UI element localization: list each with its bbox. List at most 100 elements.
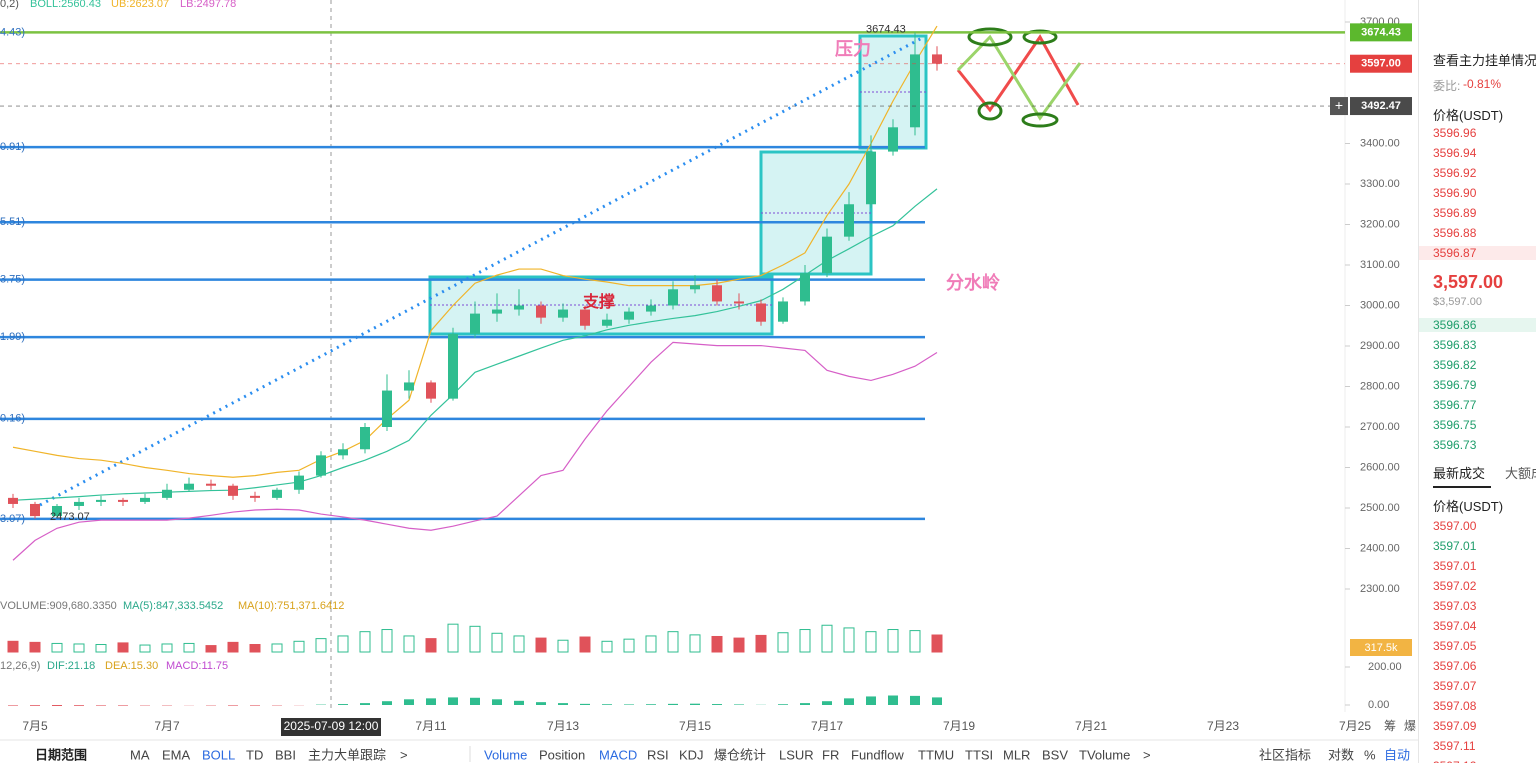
toolbar-item[interactable]: TTMU	[918, 747, 954, 762]
depth-link[interactable]: 查看主力挂单情况	[1433, 53, 1536, 68]
ask-price[interactable]: 3596.92	[1433, 166, 1477, 180]
volume-header: VOLUME:909,680.3350	[0, 600, 117, 612]
toolbar-item[interactable]: 主力大单跟踪	[308, 747, 386, 762]
toolbar-item[interactable]: 对数	[1328, 747, 1354, 762]
macd-value: MACD:11.75	[166, 660, 228, 672]
x-tick-label: 7月23	[1207, 719, 1239, 733]
macd-bar	[844, 698, 854, 705]
price-tag	[1350, 23, 1412, 42]
candle-body	[74, 501, 84, 506]
toolbar-item[interactable]: MACD	[599, 747, 637, 762]
toolbar-item[interactable]: TTSI	[965, 747, 993, 762]
x-tick-label: 7月13	[547, 719, 579, 733]
toolbar-item[interactable]: 日期范围	[35, 747, 87, 762]
toolbar-item[interactable]: LSUR	[779, 747, 814, 762]
volume-bar	[931, 634, 943, 653]
toolbar-item[interactable]: %	[1364, 747, 1376, 762]
trade-price: 3597.03	[1433, 599, 1477, 613]
macd-bar	[778, 704, 788, 705]
boll-value: BOLL:2560.43	[30, 0, 101, 10]
volume-bar	[161, 643, 173, 653]
ask-price[interactable]: 3596.87	[1419, 246, 1536, 260]
ask-price[interactable]: 3596.90	[1433, 186, 1477, 200]
macd-bar	[558, 703, 568, 705]
toolbar-item[interactable]: BSV	[1042, 747, 1068, 762]
toolbar-item[interactable]: >	[1143, 747, 1151, 762]
y-tick-label: 2800.00	[1360, 380, 1400, 392]
toolbar-item[interactable]: 爆仓统计	[714, 747, 766, 762]
macd-bar	[448, 697, 458, 705]
toolbar-item[interactable]: FR	[822, 747, 839, 762]
y-tick-label: 3300.00	[1360, 178, 1400, 190]
ask-price[interactable]: 3596.96	[1433, 126, 1477, 140]
toolbar-item[interactable]: BOLL	[202, 747, 235, 762]
bid-price[interactable]: 3596.75	[1433, 418, 1477, 432]
volume-bar	[381, 629, 393, 653]
y-tick-label: 3000.00	[1360, 299, 1400, 311]
ask-price[interactable]: 3596.94	[1433, 146, 1477, 160]
volume-bar	[689, 634, 701, 653]
ask-price[interactable]: 3596.89	[1433, 206, 1477, 220]
volume-bar	[249, 644, 261, 653]
volume-bar	[491, 632, 503, 653]
last-price: 3,597.00	[1433, 272, 1504, 292]
macd-bar	[624, 704, 634, 705]
macd-bar	[250, 705, 260, 706]
bid-price[interactable]: 3596.82	[1433, 358, 1477, 372]
annotation: 支撑	[582, 292, 615, 311]
bid-price[interactable]: 3596.86	[1419, 318, 1536, 332]
volume-bar	[557, 639, 569, 653]
fib-label: 1.99)	[0, 331, 25, 343]
volume-bar	[447, 623, 459, 653]
macd-bar	[426, 698, 436, 705]
tab[interactable]: 最新成交	[1433, 466, 1486, 481]
tab[interactable]: 大额成交	[1505, 466, 1536, 481]
toolbar-item[interactable]: 社区指标	[1259, 747, 1311, 762]
tab-underline	[1433, 486, 1491, 488]
candle-body	[514, 305, 524, 310]
macd-bar	[470, 697, 480, 705]
volume-bar	[425, 638, 437, 653]
toolbar-item[interactable]: Position	[539, 747, 585, 762]
toolbar-item[interactable]: BBI	[275, 747, 296, 762]
toolbar-item[interactable]: TVolume	[1079, 747, 1130, 762]
toolbar-item[interactable]: Volume	[484, 747, 527, 762]
toolbar-item[interactable]: EMA	[162, 747, 191, 762]
bid-price[interactable]: 3596.77	[1433, 398, 1477, 412]
toolbar-item[interactable]: RSI	[647, 747, 669, 762]
indicator-params: 0,2)	[0, 0, 19, 10]
toolbar-item[interactable]: Fundflow	[851, 747, 904, 762]
volume-bar	[469, 625, 481, 653]
candle-body	[162, 489, 172, 498]
bid-price[interactable]: 3596.79	[1433, 378, 1477, 392]
macd-bar	[800, 703, 810, 705]
candle-body	[184, 483, 194, 490]
macd-bar	[580, 703, 590, 705]
toolbar-item[interactable]: KDJ	[679, 747, 704, 762]
x-tick-label: 7月7	[154, 719, 180, 733]
volume-bar	[865, 631, 877, 653]
toolbar-item[interactable]: MA	[130, 747, 150, 762]
candle-body	[206, 483, 216, 486]
ratio-value: -0.81%	[1463, 77, 1502, 91]
volume-bar	[909, 630, 921, 653]
ask-price[interactable]: 3596.88	[1433, 226, 1477, 240]
crosshair-tag	[281, 718, 381, 736]
volume-bar	[315, 638, 327, 653]
trade-price: 3597.06	[1433, 659, 1477, 673]
y-tick-label: 2600.00	[1360, 461, 1400, 473]
volume-bar	[601, 640, 613, 653]
toolbar-item[interactable]: 自动	[1384, 747, 1410, 762]
add-button[interactable]	[1330, 97, 1348, 116]
bid-price[interactable]: 3596.73	[1433, 438, 1477, 452]
macd-tick-label: 200.00	[1368, 661, 1402, 673]
fib-label: 5.51)	[0, 216, 25, 228]
macd-bar	[360, 703, 370, 705]
toolbar-item[interactable]: TD	[246, 747, 263, 762]
candle-body	[294, 475, 304, 490]
toolbar-item[interactable]: >	[400, 747, 408, 762]
macd-bar	[932, 697, 942, 705]
toolbar-item[interactable]: MLR	[1003, 747, 1030, 762]
chart-background	[0, 0, 1418, 763]
bid-price[interactable]: 3596.83	[1433, 338, 1477, 352]
